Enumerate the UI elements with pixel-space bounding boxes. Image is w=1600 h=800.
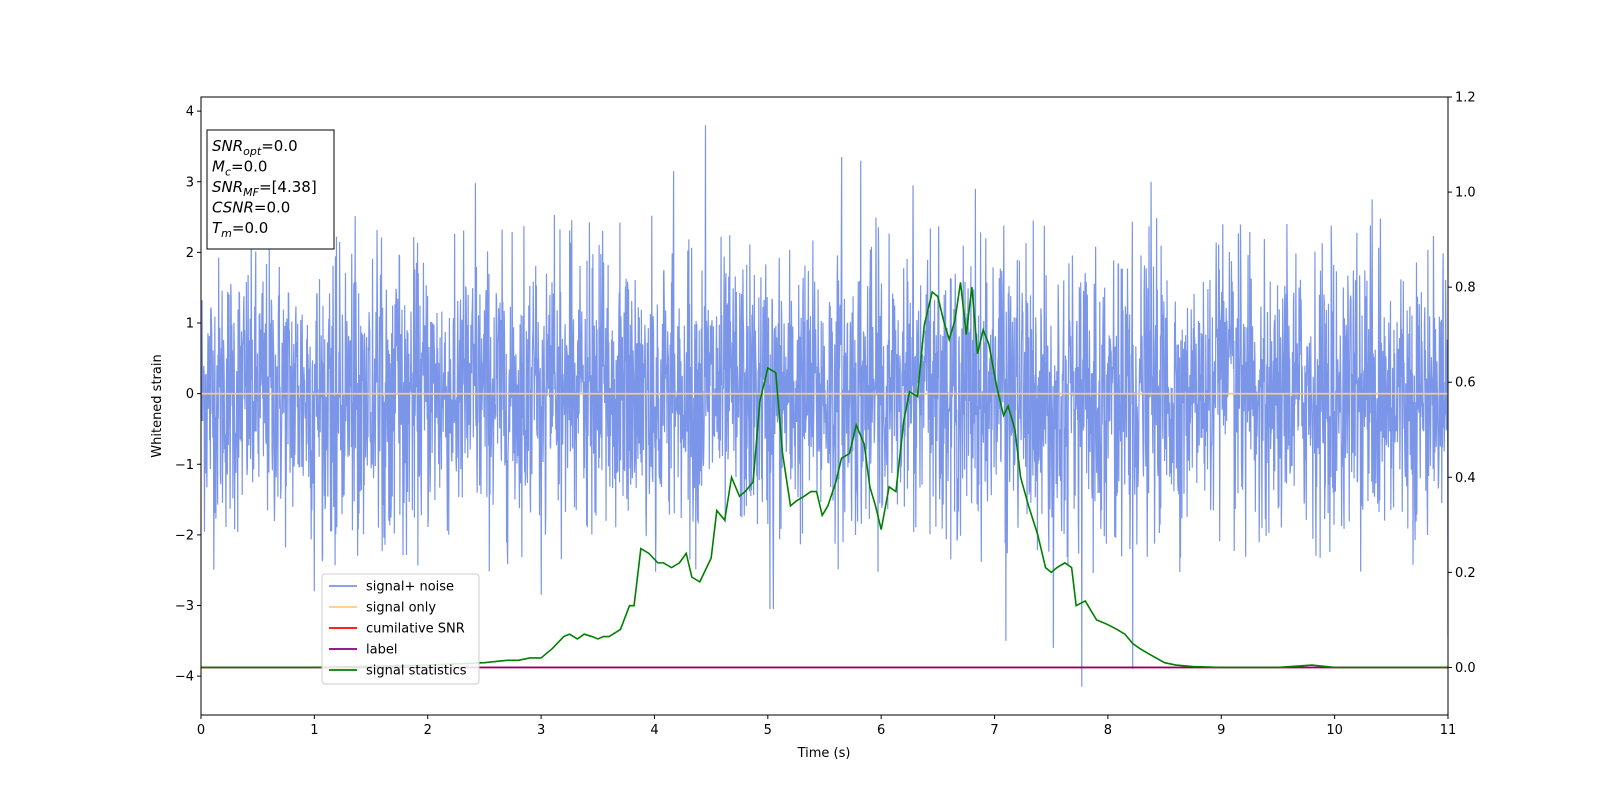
series-signal-statistics: [201, 282, 1448, 669]
y2-tick-label: 0.6: [1455, 376, 1476, 391]
y2-tick-label: 0.0: [1455, 661, 1476, 676]
y-tick-label: 0: [186, 387, 194, 402]
x-axis-label: Time (s): [797, 746, 851, 761]
plot-frame: [200, 96, 1449, 716]
x-tick-label: 5: [764, 723, 772, 738]
x-tick-label: 0: [197, 723, 205, 738]
legend: signal+ noise signal only cumilative SNR la…: [321, 573, 480, 685]
legend-label-cumilative-snr: cumilative SNR: [366, 622, 465, 637]
series-signal-noise: [201, 125, 1448, 687]
y-axis-left: −4 −3 −2 −1 0 1 2 3 4: [175, 105, 201, 685]
y2-tick-label: 0.2: [1455, 566, 1476, 581]
x-tick-label: 1: [310, 723, 318, 738]
legend-label-signal-noise: signal+ noise: [366, 580, 454, 595]
x-tick-label: 7: [990, 723, 998, 738]
info-box-line: CSNR=0.0: [212, 199, 290, 217]
y-tick-label: −3: [175, 599, 194, 614]
info-box-line: Tm=0.0: [212, 219, 268, 240]
x-tick-label: 9: [1217, 723, 1225, 738]
legend-label-signal-statistics: signal statistics: [366, 664, 467, 679]
y-tick-label: −1: [175, 458, 194, 473]
legend-label-label: label: [366, 643, 397, 658]
x-axis: 0 1 2 3 4 5 6 7 8 9 10 11: [197, 715, 1456, 738]
info-box-line: Mc=0.0: [212, 158, 267, 179]
y2-tick-label: 0.8: [1455, 281, 1476, 296]
y-tick-label: 2: [186, 246, 194, 261]
info-box-line: SNRopt=0.0: [212, 137, 298, 158]
y2-tick-label: 0.4: [1455, 471, 1476, 486]
x-tick-label: 10: [1326, 723, 1343, 738]
x-tick-label: 6: [877, 723, 885, 738]
x-tick-label: 8: [1104, 723, 1112, 738]
info-box-frame: [206, 129, 335, 250]
y-tick-label: 1: [186, 317, 194, 332]
info-box-line: SNRMF=[4.38]: [212, 178, 317, 199]
y-axis-right: 0.0 0.2 0.4 0.6 0.8 1.0 1.2: [1448, 91, 1476, 676]
y-tick-label: −4: [175, 670, 194, 685]
y2-tick-label: 1.0: [1455, 186, 1476, 201]
y-axis-label: Whitened strain: [150, 354, 165, 457]
x-tick-label: 2: [424, 723, 432, 738]
x-tick-label: 11: [1440, 723, 1457, 738]
y-tick-label: 4: [186, 105, 194, 120]
x-tick-label: 3: [537, 723, 545, 738]
y-tick-label: −2: [175, 528, 194, 543]
y2-tick-label: 1.2: [1455, 91, 1476, 106]
legend-label-signal-only: signal only: [366, 601, 436, 616]
x-tick-label: 4: [650, 723, 658, 738]
y-tick-label: 3: [186, 175, 194, 190]
legend-frame: [321, 573, 480, 685]
